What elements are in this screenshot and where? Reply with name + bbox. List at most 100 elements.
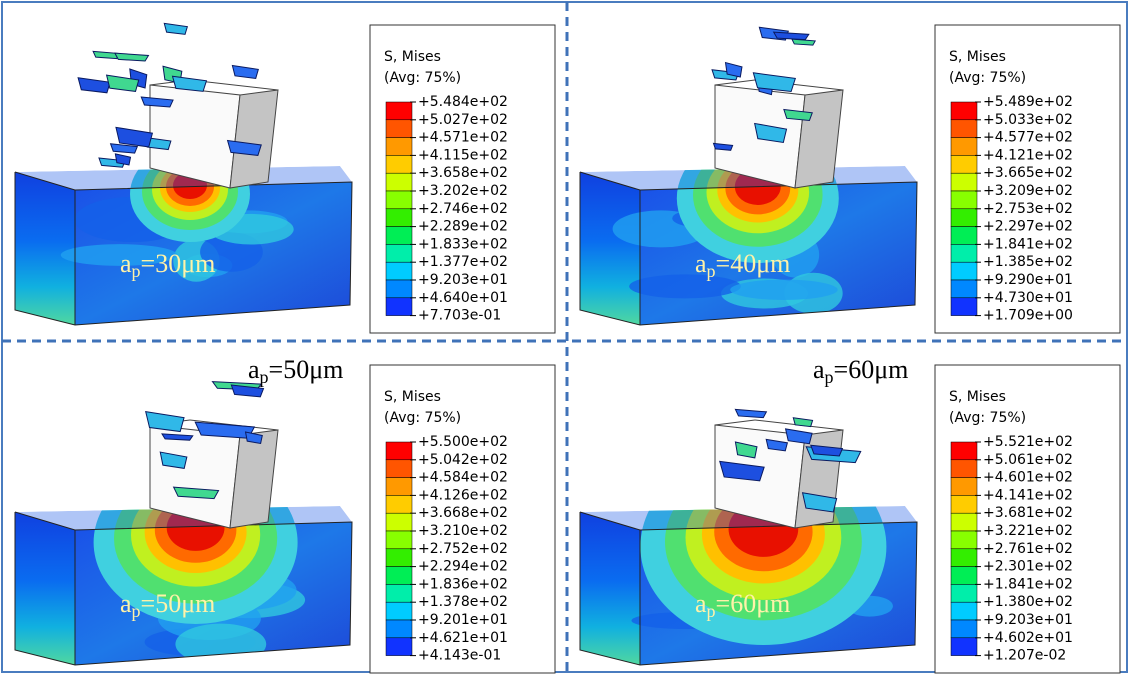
color-band [386, 209, 412, 227]
legend-value: +2.297e+02 [983, 219, 1073, 235]
legend-value: +3.221e+02 [983, 523, 1073, 539]
color-band [386, 442, 412, 460]
legend-title: S, Mises [949, 389, 1006, 405]
color-band [386, 567, 412, 585]
label-rest: =50μm [269, 355, 344, 384]
color-band [951, 191, 977, 209]
legend-value: +1.380e+02 [983, 594, 1073, 610]
color-band [951, 478, 977, 496]
front-face [580, 512, 640, 665]
legend-subtitle: (Avg: 75%) [949, 410, 1026, 426]
legend-value: +9.290e+01 [983, 272, 1073, 288]
label-sub: p [260, 367, 269, 387]
color-band [386, 298, 412, 316]
color-band [951, 138, 977, 156]
color-band [951, 531, 977, 549]
color-band [386, 191, 412, 209]
color-band [386, 531, 412, 549]
stress-patch [730, 280, 837, 300]
label-rest: =40μm [716, 249, 791, 278]
figure: ap=30μmS, Mises(Avg: 75%)+5.484e+02+5.02… [0, 0, 1129, 674]
legend-value: +4.601e+02 [983, 470, 1073, 486]
label-sub: p [707, 601, 716, 621]
color-band [386, 460, 412, 478]
label-base: a [248, 355, 260, 384]
legend-value: +4.640e+01 [418, 290, 508, 306]
front-face [580, 172, 640, 325]
legend: S, Mises(Avg: 75%)+5.484e+02+5.027e+02+4… [370, 25, 555, 333]
legend-value: +2.753e+02 [983, 201, 1073, 217]
legend-subtitle: (Avg: 75%) [949, 70, 1026, 86]
legend-value: +2.294e+02 [418, 559, 508, 575]
legend-value: +3.209e+02 [983, 183, 1073, 199]
legend-value: +2.752e+02 [418, 541, 508, 557]
legend-value: +1.833e+02 [418, 236, 508, 252]
color-band [951, 549, 977, 567]
legend-value: +3.202e+02 [418, 183, 508, 199]
legend-value: +5.033e+02 [983, 112, 1073, 128]
color-band [951, 602, 977, 620]
color-band [951, 102, 977, 120]
legend-value: +2.746e+02 [418, 201, 508, 217]
legend: S, Mises(Avg: 75%)+5.489e+02+5.033e+02+4… [935, 25, 1120, 333]
legend: S, Mises(Avg: 75%)+5.521e+02+5.061e+02+4… [935, 365, 1120, 673]
label-base: a [695, 589, 707, 618]
color-band [386, 173, 412, 191]
label-sub: p [132, 261, 141, 281]
legend-value: +4.143e-01 [418, 648, 501, 664]
legend-value: +4.602e+01 [983, 630, 1073, 646]
legend-value: +4.577e+02 [983, 130, 1073, 146]
legend-value: +7.703e-01 [418, 308, 501, 324]
color-band [386, 138, 412, 156]
color-band [951, 620, 977, 638]
label-rest: =50μm [141, 589, 216, 618]
legend-value: +4.115e+02 [418, 147, 508, 163]
color-band [951, 584, 977, 602]
legend-value: +1.841e+02 [983, 576, 1073, 592]
legend-value: +9.203e+01 [983, 612, 1073, 628]
legend-value: +4.121e+02 [983, 147, 1073, 163]
legend-value: +2.761e+02 [983, 541, 1073, 557]
front-face [15, 172, 75, 325]
color-band [951, 155, 977, 173]
color-band [951, 638, 977, 656]
color-band [951, 209, 977, 227]
legend-value: +1.841e+02 [983, 236, 1073, 252]
color-band [386, 262, 412, 280]
label-base: a [695, 249, 707, 278]
color-band [951, 495, 977, 513]
legend-value: +3.210e+02 [418, 523, 508, 539]
legend-value: +5.489e+02 [983, 94, 1073, 110]
color-band [386, 280, 412, 298]
legend-value: +1.207e-02 [983, 648, 1066, 664]
legend-value: +2.289e+02 [418, 219, 508, 235]
color-band [951, 244, 977, 262]
color-band [951, 173, 977, 191]
front-face [15, 512, 75, 665]
label-sub: p [132, 601, 141, 621]
legend-value: +5.042e+02 [418, 452, 508, 468]
color-band [951, 513, 977, 531]
color-band [386, 549, 412, 567]
label-sub: p [707, 261, 716, 281]
label-sub: p [825, 367, 834, 387]
legend-value: +3.681e+02 [983, 505, 1073, 521]
label-base: a [120, 249, 132, 278]
color-band [386, 638, 412, 656]
color-band [951, 280, 977, 298]
legend-value: +4.141e+02 [983, 487, 1073, 503]
legend-value: +1.377e+02 [418, 254, 508, 270]
legend-value: +1.709e+00 [983, 308, 1073, 324]
legend-value: +4.126e+02 [418, 487, 508, 503]
color-band [951, 120, 977, 138]
legend-value: +2.301e+02 [983, 559, 1073, 575]
label-rest: =60μm [834, 355, 909, 384]
legend-value: +5.484e+02 [418, 94, 508, 110]
legend-title: S, Mises [384, 49, 441, 65]
color-band [951, 442, 977, 460]
label-base: a [120, 589, 132, 618]
legend-value: +5.027e+02 [418, 112, 508, 128]
color-band [386, 602, 412, 620]
legend-value: +1.385e+02 [983, 254, 1073, 270]
color-band [951, 567, 977, 585]
